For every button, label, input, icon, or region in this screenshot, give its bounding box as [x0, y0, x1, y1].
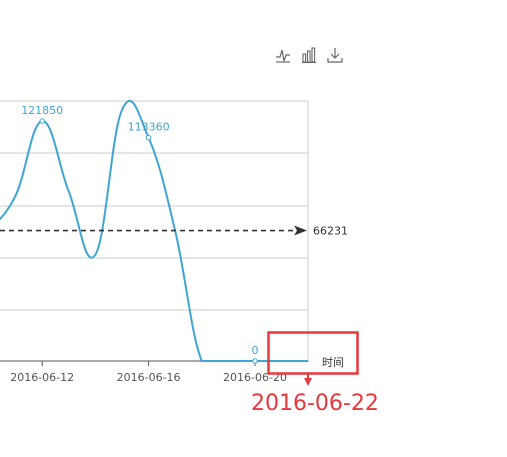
- chart-toolbox: [274, 46, 344, 64]
- annotation-layer: 2016-06-22: [251, 331, 379, 416]
- annotation-text: 2016-06-22: [251, 391, 379, 416]
- highlight-box: [267, 331, 359, 375]
- annotation-arrow-head: [304, 378, 312, 386]
- bar-chart-icon[interactable]: [300, 46, 318, 64]
- data-label: 121850: [21, 104, 63, 117]
- data-label-layer: 121850 113360 0: [21, 104, 259, 364]
- x-axis-name: 时间: [322, 356, 344, 369]
- grid: [0, 100, 309, 361]
- data-point[interactable]: [145, 135, 152, 141]
- average-line-arrow: [294, 225, 307, 236]
- x-axis: 2016-06-12 2016-06-16 2016-06-20: [0, 360, 308, 384]
- x-tick-label: 2016-06-16: [117, 371, 181, 384]
- average-line-layer: 66231: [0, 225, 348, 238]
- average-line-label: 66231: [313, 225, 348, 238]
- data-point[interactable]: [252, 358, 258, 364]
- line-chart-icon[interactable]: [274, 46, 292, 64]
- data-label: 113360: [128, 121, 170, 134]
- download-icon[interactable]: [326, 46, 344, 64]
- data-point[interactable]: [39, 118, 45, 124]
- x-tick-label: 2016-06-12: [10, 371, 74, 384]
- data-label: 0: [252, 344, 259, 357]
